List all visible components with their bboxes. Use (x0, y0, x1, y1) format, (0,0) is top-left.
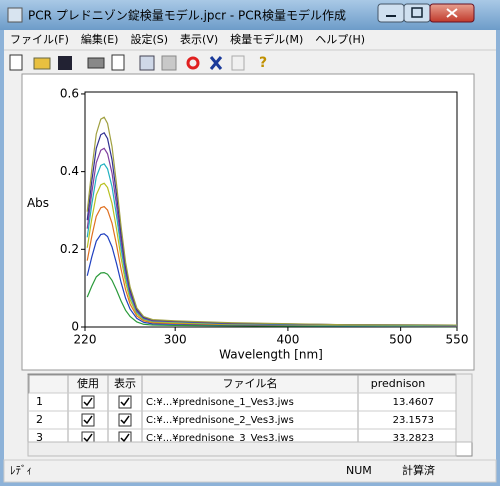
file-name: C:¥...¥prednisone_2_Ves3.jws (146, 415, 294, 426)
x-tick-label: 220 (74, 333, 97, 347)
menu-bar: ファイル(F) 編集(E) 設定(S) 表示(V) 検量モデル(M) ヘルプ(H) (10, 32, 365, 46)
column-header: ファイル名 (223, 376, 278, 390)
column-header: 使用 (77, 377, 99, 390)
x-axis-label: Wavelength [nm] (219, 348, 323, 362)
x-tick-label: 300 (164, 333, 187, 347)
copy-button[interactable] (139, 55, 155, 71)
check-mark (120, 397, 130, 407)
paste-button[interactable] (161, 55, 177, 71)
file-name: C:¥...¥prednisone_1_Ves3.jws (146, 397, 294, 408)
table-body: 使用 表示 ファイル名 prednison 1 C:¥...¥prednisone_1_V… (27, 374, 457, 445)
status-bar (3, 459, 497, 483)
menu-item[interactable]: ヘルプ(H) (315, 33, 365, 46)
chart: 0 0.2 0.4 0.6 220 300 400 500 550 Wavelength [nm]… (27, 86, 468, 361)
spectrum-line (86, 272, 458, 328)
y-tick-label: 0.6 (60, 86, 79, 100)
spectrum-line (86, 116, 458, 326)
status-num: NUM (346, 464, 372, 477)
y-tick-label: 0.4 (60, 164, 79, 178)
close-icon (446, 8, 458, 18)
chart-panel (21, 73, 475, 371)
value-cell: 23.1573 (393, 415, 434, 426)
check-mark (83, 415, 93, 425)
plot-frame (84, 91, 458, 328)
value-cell: 33.2823 (393, 433, 434, 444)
open-button[interactable] (33, 57, 51, 70)
value-cell: 13.4607 (393, 397, 434, 408)
minimize-button[interactable] (377, 3, 405, 23)
file-name: C:¥...¥prednisone_3_Ves3.jws (146, 433, 294, 444)
menu-item[interactable]: 表示(V) (180, 32, 218, 46)
column-header: 表示 (114, 376, 136, 390)
status-state: 計算済 (402, 463, 435, 477)
window-title: PCR プレドニゾン錠検量モデル.jpcr - PCR検量モデル作成 (28, 8, 346, 23)
disabled-button (231, 55, 245, 71)
preview-button[interactable] (111, 54, 125, 71)
checkbox[interactable] (118, 395, 132, 409)
help-button[interactable]: ? (259, 55, 267, 71)
run-button[interactable] (186, 56, 200, 70)
status-text: ﾚﾃﾞｨ (10, 464, 32, 477)
row-number: 2 (36, 413, 43, 426)
check-mark (120, 433, 130, 443)
spectrum-line (86, 233, 458, 327)
x-tick-label: 500 (389, 333, 412, 347)
row-number: 1 (36, 395, 43, 408)
stop-button[interactable] (209, 56, 223, 70)
y-axis-label: Abs (27, 196, 49, 210)
checkbox[interactable] (81, 413, 95, 427)
menu-item[interactable]: 検量モデル(M) (230, 32, 303, 46)
checkbox[interactable] (81, 395, 95, 409)
new-button[interactable] (9, 54, 23, 71)
spectrum-line (86, 205, 458, 327)
check-mark (83, 397, 93, 407)
menu-item[interactable]: 設定(S) (130, 32, 168, 46)
save-button[interactable] (58, 56, 72, 70)
spectrum-line (86, 182, 457, 327)
toolbar: ? (9, 54, 267, 71)
row-number: 3 (36, 431, 43, 444)
x-tick-label: 400 (276, 333, 299, 347)
x-tick-label: 550 (446, 333, 469, 347)
checkbox[interactable] (118, 413, 132, 427)
check-mark (83, 433, 93, 443)
y-tick-label: 0.2 (60, 242, 79, 256)
print-button[interactable] (87, 57, 105, 69)
vertical-scrollbar[interactable] (455, 373, 473, 443)
y-tick-label: 0 (71, 320, 79, 334)
maximize-button[interactable] (403, 3, 431, 23)
horizontal-scrollbar[interactable] (27, 441, 457, 457)
maximize-icon (411, 7, 423, 18)
app-icon (7, 7, 23, 23)
menu-item[interactable]: 編集(E) (81, 32, 119, 46)
column-header: prednison (371, 377, 426, 390)
menu-item[interactable]: ファイル(F) (10, 33, 69, 46)
check-mark (120, 415, 130, 425)
